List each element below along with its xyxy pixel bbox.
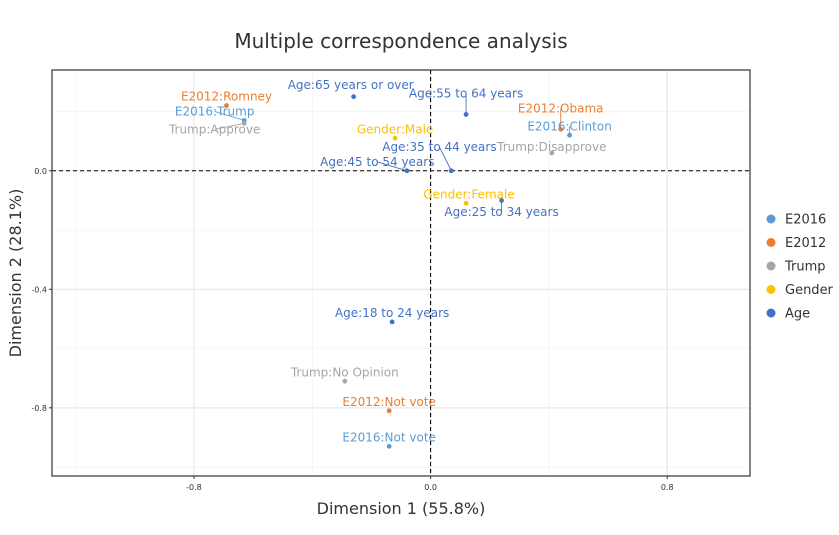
data-point (463, 200, 469, 206)
label-leader-line (214, 122, 245, 130)
legend-label: Age (785, 307, 810, 322)
legend-label: E2012 (785, 236, 826, 251)
legend-key (766, 214, 776, 224)
point-label: E2012:Not vote (342, 395, 436, 409)
point-label: Age:65 years or over (288, 78, 414, 92)
point-label: Trump:Approve (168, 122, 260, 136)
x-tick-label: -0.8 (186, 483, 202, 492)
point-label: Trump:No Opinion (290, 365, 399, 379)
point-label: E2016:Not vote (342, 430, 436, 444)
legend-label: Trump (784, 260, 826, 275)
data-point (241, 120, 247, 126)
legend-key (766, 261, 776, 271)
x-tick-label: 0.8 (661, 483, 674, 492)
point-label: Gender:Female (423, 187, 514, 201)
legend-label: E2016 (785, 213, 826, 228)
point-label: E2016:Trump (175, 104, 255, 118)
point-label: E2012:Obama (518, 102, 604, 116)
legend: E2016 E2012 Trump Gender Age (766, 213, 834, 322)
data-points (224, 94, 572, 449)
label-leader-line (439, 146, 452, 171)
data-point (224, 103, 229, 108)
y-tick-label: -0.8 (31, 404, 47, 413)
data-point (499, 197, 504, 203)
data-point (351, 94, 357, 100)
data-point (549, 150, 555, 156)
y-tick-label: 0.0 (34, 167, 47, 176)
data-point (386, 408, 392, 414)
data-point (404, 168, 410, 174)
data-point (558, 126, 564, 132)
point-label: Age:45 to 54 years (320, 155, 434, 169)
legend-label: Gender (785, 283, 834, 298)
label-leader-line (377, 161, 408, 172)
axis-ticks: -0.8 0.0 0.8 0.0 -0.4 -0.8 (31, 167, 673, 492)
reference-lines (52, 70, 750, 476)
legend-key (766, 308, 776, 318)
point-label: Gender:Male (357, 122, 433, 136)
point-label: Age:18 to 24 years (335, 306, 449, 320)
label-leader-line (214, 111, 245, 121)
x-tick-label: 0.0 (424, 483, 437, 492)
point-label: E2016:Clinton (527, 119, 611, 133)
data-point (389, 319, 395, 325)
data-point (567, 132, 572, 138)
data-point (463, 112, 469, 117)
data-point (342, 378, 348, 384)
y-tick-label: -0.4 (31, 285, 47, 294)
legend-key (766, 285, 776, 294)
data-point (386, 443, 392, 449)
data-point (448, 168, 454, 174)
y-axis-title: Dimension 2 (28.1%) (6, 189, 25, 358)
point-label: E2012:Romney (181, 90, 272, 104)
data-point (392, 135, 398, 141)
point-label: Age:55 to 64 years (409, 87, 523, 101)
plot-border (51, 69, 751, 477)
x-axis-title: Dimension 1 (55.8%) (317, 499, 486, 518)
legend-key (766, 238, 776, 247)
point-label: Age:25 to 34 years (444, 205, 558, 219)
chart-title: Multiple correspondence analysis (234, 29, 567, 53)
point-label: Age:35 to 44 years (382, 140, 496, 154)
point-label: Trump:Disapprove (496, 140, 606, 154)
